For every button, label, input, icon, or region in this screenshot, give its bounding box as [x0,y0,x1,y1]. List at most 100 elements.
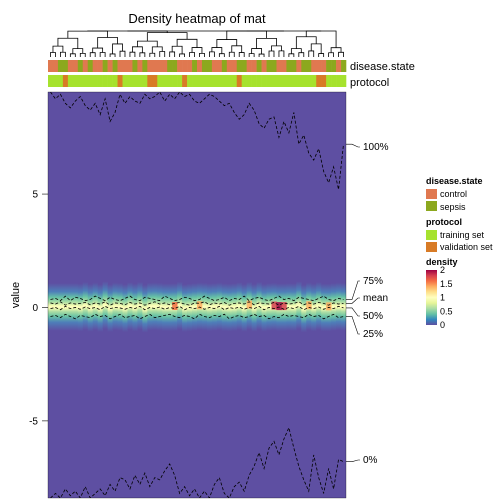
disease-state-cell [201,60,208,72]
dendrogram-branch [238,52,245,57]
protocol-cell [102,75,108,87]
dendrogram-branch [271,45,282,51]
protocol-cell [266,75,272,87]
disease-state-cell [57,60,64,72]
disease-state-cell [321,60,327,72]
heatmap-column [82,282,89,330]
density-peak [281,302,287,311]
dendrogram-branch [149,52,156,57]
protocol-cell [72,75,79,87]
disease-state-cell [177,60,183,72]
dendrogram-branch [290,48,302,54]
legend-density-title: density [426,257,458,267]
protocol-cell [251,75,257,87]
disease-state-cell [92,60,98,72]
protocol-cell [117,75,123,87]
dendrogram-branch [52,45,64,53]
dendrogram-branch [295,36,317,49]
disease-state-cell [82,60,89,72]
protocol-cell [261,75,267,87]
dendrogram-branch [159,51,166,57]
quantile-leader-4 [346,316,360,335]
protocol-cell [211,75,218,87]
dendrogram-branch [97,37,118,49]
disease-state-annotation-track [48,60,347,72]
dendrogram-branch [92,47,104,53]
disease-state-cell [266,60,272,72]
protocol-cell [316,75,322,87]
density-tick-label: 2 [440,265,445,275]
disease-state-cell [276,60,282,72]
heatmap-column [192,283,198,331]
disease-state-cell [226,60,233,72]
dendrogram-branch [228,51,235,57]
dendrogram-branch [189,52,195,57]
dendrogram-branch [146,32,188,42]
protocol-cell [321,75,327,87]
dendrogram-branch [338,51,344,57]
legend-swatch-sepsis [426,201,437,211]
disease-state-cell [132,60,138,72]
dendrogram-branch [99,52,106,57]
quantile-leader-5 [346,459,360,463]
protocol-cell [201,75,208,87]
disease-state-cell [341,60,347,72]
heatmap-column [137,281,143,330]
disease-state-track-label: disease.state [350,61,415,73]
protocol-cell [48,75,54,87]
dendrogram-branch [231,45,243,53]
heatmap-column [261,283,267,332]
protocol-cell [147,75,153,87]
disease-state-cell [112,60,118,72]
quantile-label-25pct: 25% [363,329,383,340]
heatmap-column [147,282,153,331]
legend-disease-state-title: disease.state [426,176,483,186]
protocol-cell [112,75,118,87]
density-legend-ticks: 2 1.5 1 0.5 0 [437,265,453,330]
heatmap-column [266,283,272,331]
heatmap-body [48,92,346,498]
dendrogram-branch [211,47,223,54]
dendrogram-branch [298,52,305,57]
disease-state-cell [172,60,178,72]
heatmap-border [47,91,347,499]
quantile-leader-2 [346,297,360,304]
heatmap-column [251,283,257,332]
heatmap-column [301,284,307,333]
protocol-cell [246,75,252,87]
protocol-cell [122,75,128,87]
column-dendrogram [50,30,344,57]
disease-state-cell [192,60,198,72]
heatmap-column [48,283,54,331]
dendrogram-branch [209,51,215,57]
heatmap-column [157,282,163,331]
protocol-cell [256,75,262,87]
quantile-label-0pct: 0% [363,455,378,466]
disease-state-cell [137,60,143,72]
quantile-line-0pct [50,426,344,498]
disease-state-cell [67,60,74,72]
dendrogram-branch [119,50,126,57]
heatmap-column [92,282,99,331]
disease-state-cell [281,60,287,72]
dendrogram-branch [109,53,116,57]
protocol-cell [326,75,332,87]
heatmap-column [52,283,59,331]
heatmap-column [256,281,262,330]
y-axis: 5 0 -5 [29,190,48,427]
protocol-annotation-track [48,75,347,87]
heatmap-column [122,284,128,332]
dendrogram-branch [248,53,255,57]
disease-state-cell [77,60,84,72]
disease-state-cell [251,60,257,72]
legend-label-control: control [440,189,467,199]
heatmap-column [226,283,233,332]
density-peak [276,302,282,311]
disease-state-cell [241,60,247,72]
heatmap-column [331,283,337,331]
disease-state-cell [62,60,69,72]
disease-state-cell [216,60,223,72]
dendrogram-branch [50,52,56,57]
density-peak [306,301,312,310]
disease-state-cell [316,60,322,72]
